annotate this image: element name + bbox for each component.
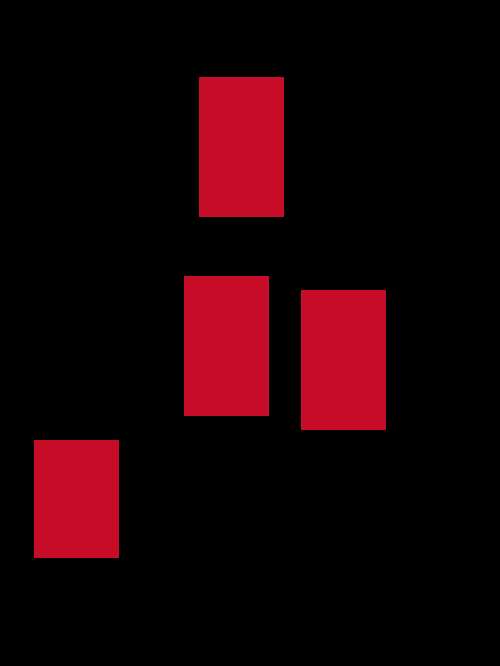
rect-middle-left (184, 276, 269, 416)
rect-top (199, 77, 284, 217)
rect-middle-right (301, 290, 386, 430)
rect-bottom-left (34, 440, 119, 558)
canvas (0, 0, 500, 666)
